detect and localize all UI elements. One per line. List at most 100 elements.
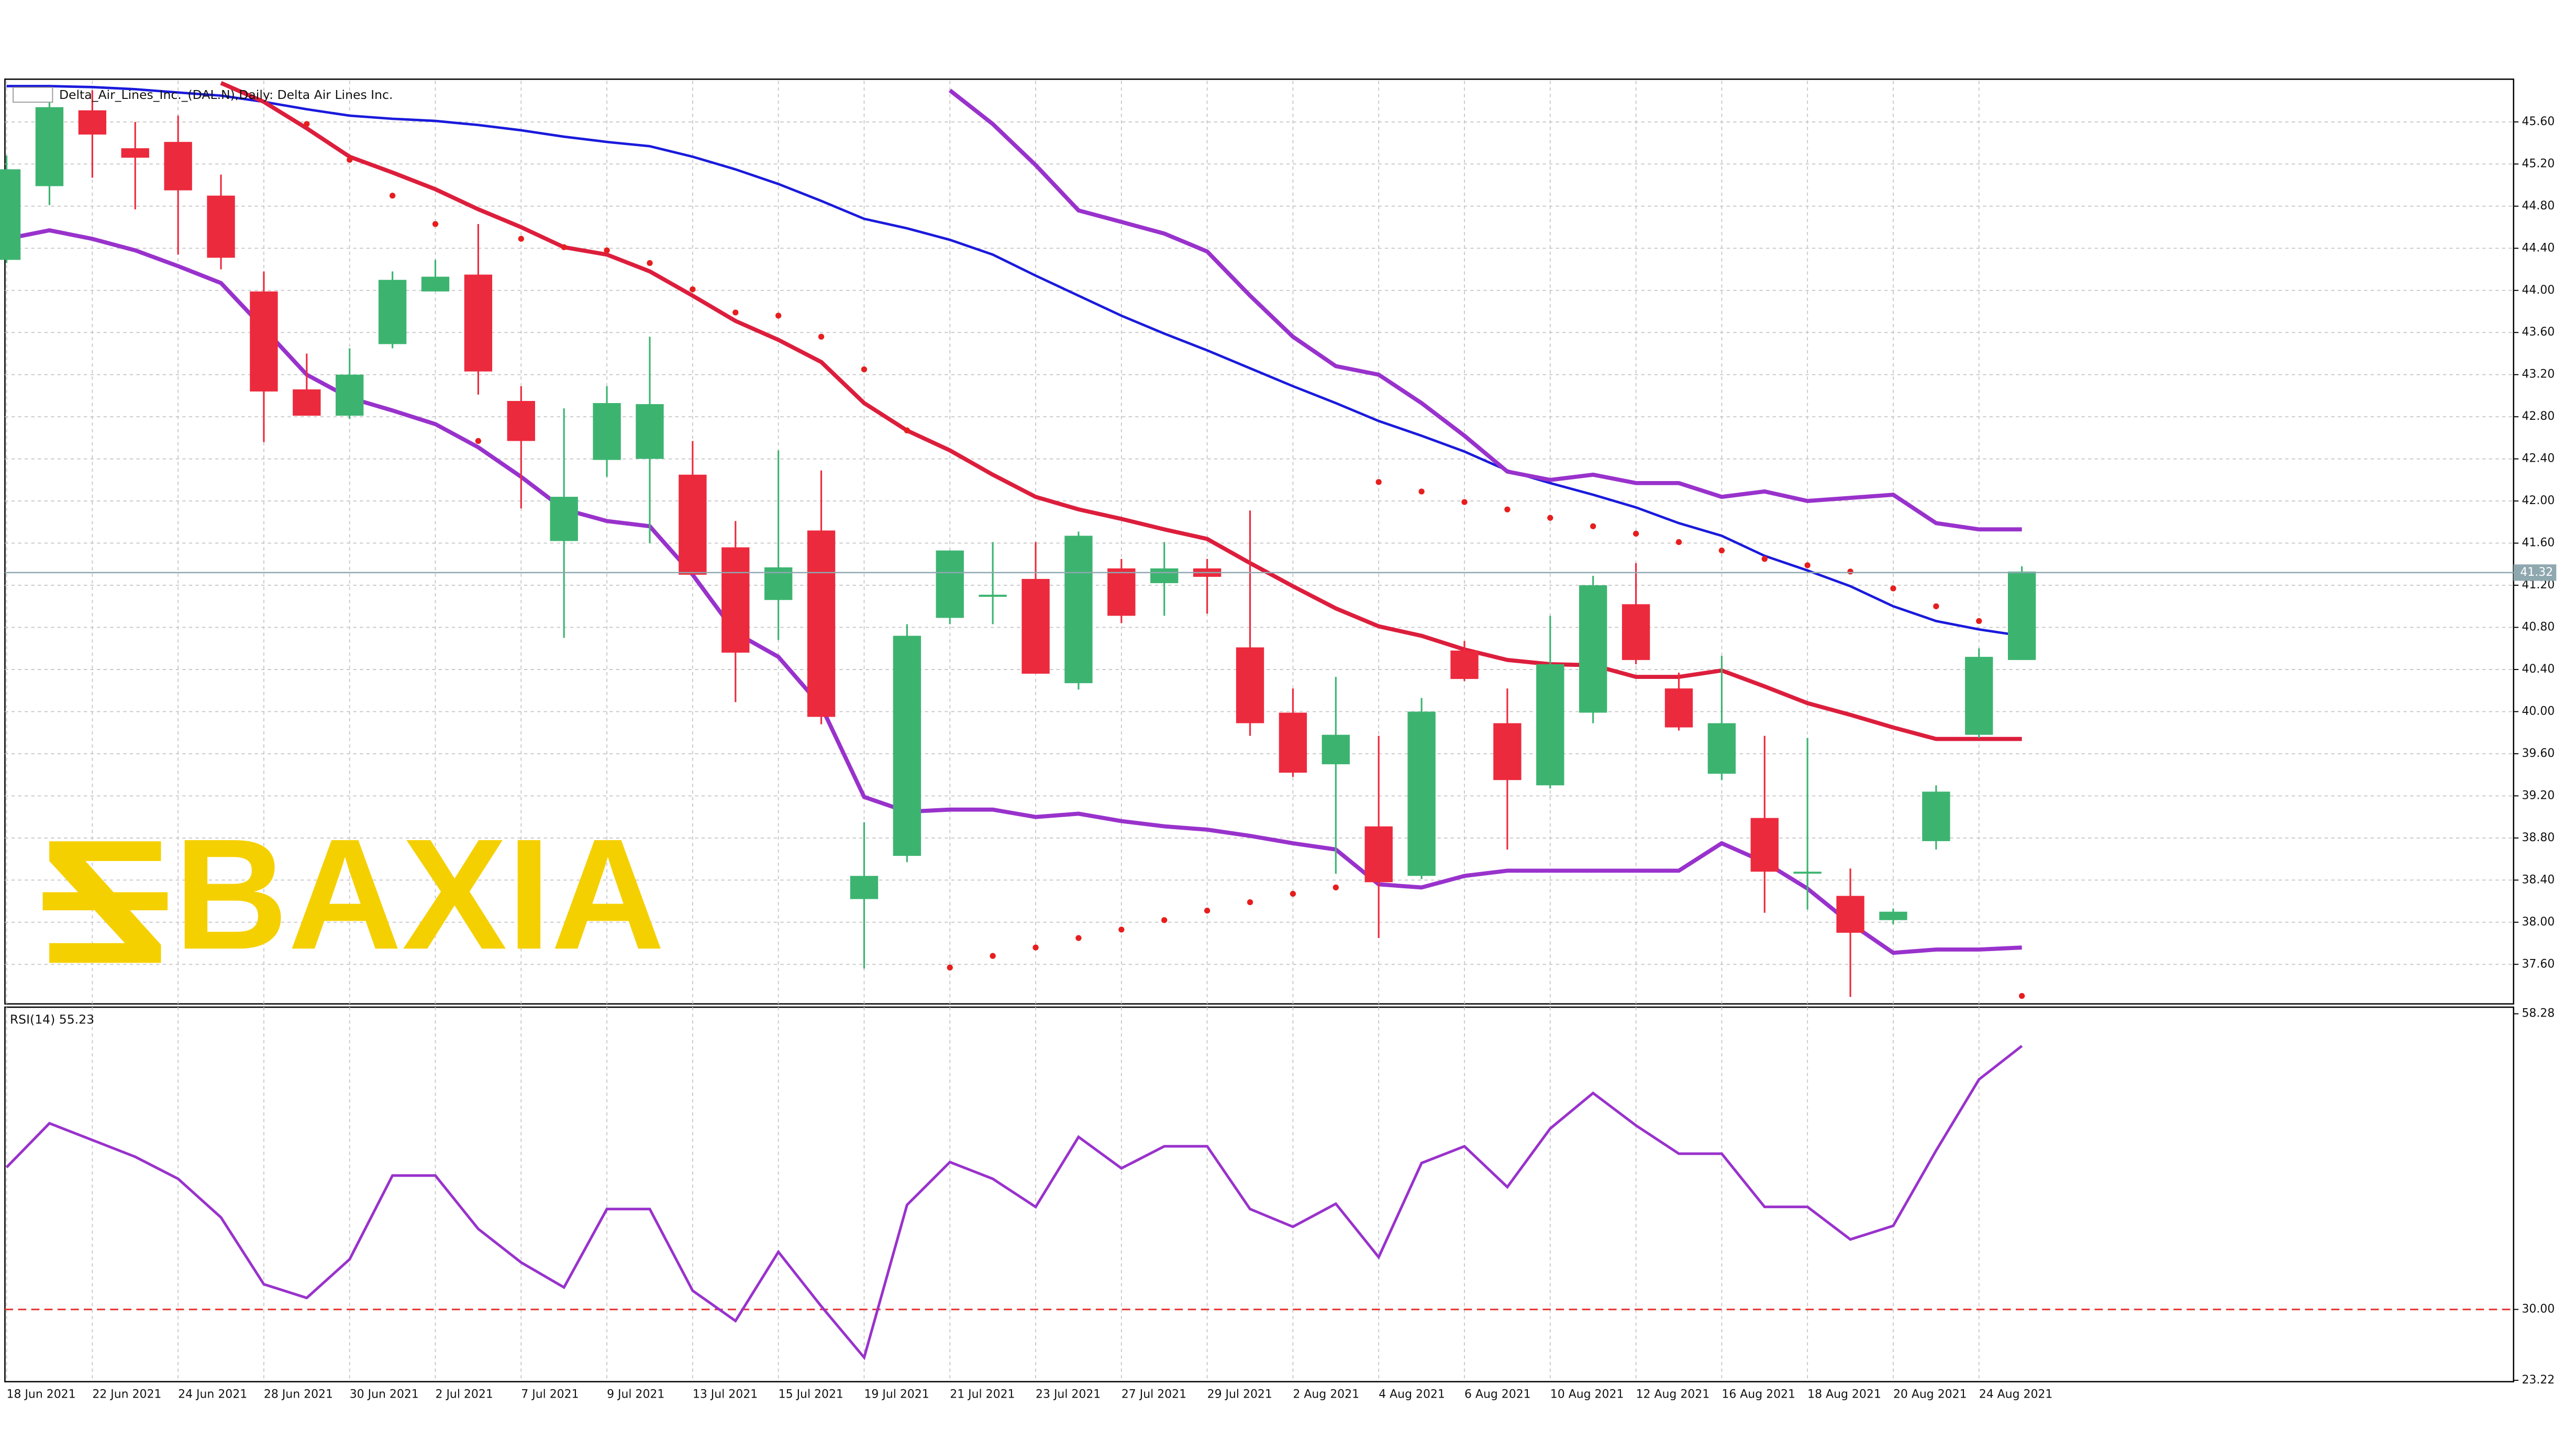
y-tick-label: 39.60 [2522, 747, 2555, 760]
sar-dot [990, 953, 996, 959]
x-tick-label: 19 Jul 2021 [864, 1388, 929, 1401]
sar-dot [604, 247, 610, 253]
candle-body [1793, 872, 1822, 874]
x-tick-label: 20 Aug 2021 [1893, 1388, 1967, 1401]
x-tick-label: 21 Jul 2021 [950, 1388, 1015, 1401]
sar-dot [1418, 488, 1425, 495]
y-tick-label: 58.28 [2522, 1007, 2555, 1020]
candle-body [1536, 664, 1564, 786]
candle-body [1579, 585, 1607, 713]
sar-dot [1590, 523, 1596, 530]
sar-dot [732, 309, 739, 316]
candle-body [893, 635, 921, 856]
candle-body [464, 274, 493, 372]
candle-body [336, 374, 364, 416]
x-tick-label: 15 Jul 2021 [779, 1388, 843, 1401]
candle-body [979, 595, 1007, 597]
y-tick-label: 42.40 [2522, 452, 2555, 465]
y-tick-label: 45.60 [2522, 115, 2555, 128]
candle-body [1407, 711, 1436, 876]
sar-dot [2018, 992, 2025, 999]
sar-dot [1204, 908, 1211, 914]
candle-body [1064, 535, 1093, 684]
sar-dot [1933, 603, 1939, 609]
y-tick-label: 45.20 [2522, 157, 2555, 170]
candle-body [1707, 723, 1736, 774]
sar-dot [1333, 884, 1339, 891]
sar-dot [1247, 899, 1253, 906]
indicator-line [948, 88, 2022, 532]
candle-body [936, 550, 964, 618]
y-tick-label: 43.60 [2522, 326, 2555, 339]
sar-dot [1375, 479, 1382, 485]
x-tick-label: 6 Aug 2021 [1464, 1388, 1531, 1401]
x-tick-label: 12 Aug 2021 [1636, 1388, 1710, 1401]
candle-body [1836, 896, 1864, 933]
indicator-line [6, 85, 2022, 638]
y-tick-label: 44.00 [2522, 284, 2555, 297]
candle-body [1965, 656, 1993, 735]
x-tick-label: 27 Jul 2021 [1122, 1388, 1186, 1401]
candle-body [1236, 647, 1264, 723]
candle-body [1450, 650, 1479, 679]
x-tick-label: 16 Aug 2021 [1722, 1388, 1795, 1401]
chart-title: Delta_Air_Lines_Inc._(DAL.N),Daily: Delt… [59, 87, 393, 102]
candle-body [250, 291, 278, 392]
candle-body [1107, 568, 1136, 616]
sar-dot [947, 964, 953, 970]
candle-body [378, 280, 407, 344]
sar-dot [1290, 890, 1296, 897]
sar-dot [1461, 499, 1468, 505]
candle-body [1879, 911, 1907, 920]
x-tick-label: 24 Aug 2021 [1979, 1388, 2053, 1401]
y-tick-label: 41.60 [2522, 537, 2555, 550]
x-tick-label: 24 Jun 2021 [178, 1388, 247, 1401]
candle-body [1021, 578, 1050, 674]
sar-dot [647, 260, 653, 266]
candle-body [0, 169, 21, 260]
y-tick-label: 30.00 [2522, 1303, 2555, 1316]
x-tick-label: 9 Jul 2021 [607, 1388, 664, 1401]
candle-body [1364, 826, 1393, 883]
x-tick-label: 28 Jun 2021 [264, 1388, 333, 1401]
candle-body [1322, 734, 1350, 765]
y-tick-label: 40.80 [2522, 621, 2555, 634]
y-tick-label: 43.20 [2522, 368, 2555, 381]
sar-dot [518, 236, 524, 242]
x-tick-label: 10 Aug 2021 [1550, 1388, 1624, 1401]
candle-body [207, 195, 235, 258]
candle-body [293, 389, 321, 416]
candle-body [636, 404, 664, 459]
candle-body [550, 497, 578, 541]
sar-dot [389, 193, 396, 199]
sar-dot [1847, 568, 1853, 575]
candle-body [593, 403, 621, 460]
sar-dot [1504, 506, 1511, 512]
candle-body [1622, 604, 1650, 660]
candle-body [1279, 712, 1307, 773]
x-tick-label: 30 Jun 2021 [350, 1388, 419, 1401]
symbol-icon [13, 87, 53, 103]
rsi-panel [4, 1006, 2515, 1382]
candle-body [2007, 571, 2036, 660]
y-tick-label: 40.00 [2522, 705, 2555, 718]
y-tick-label: 42.00 [2522, 494, 2555, 507]
sar-dot [861, 366, 868, 373]
candle-body [721, 547, 750, 653]
sar-dot [1804, 562, 1811, 568]
y-tick-label: 40.40 [2522, 663, 2555, 676]
candle-body [507, 401, 535, 441]
candle-body [1750, 818, 1779, 872]
sar-dot [1161, 917, 1168, 923]
sar-dot [561, 244, 567, 250]
last-price-label: 41.32 [2520, 566, 2553, 579]
candle-body [1922, 791, 1950, 841]
sar-dot [818, 333, 825, 340]
sar-dot [775, 312, 782, 319]
candle-body [1493, 723, 1522, 780]
sar-dot [1633, 530, 1639, 537]
x-tick-label: 2 Jul 2021 [436, 1388, 493, 1401]
x-tick-label: 29 Jul 2021 [1207, 1388, 1272, 1401]
